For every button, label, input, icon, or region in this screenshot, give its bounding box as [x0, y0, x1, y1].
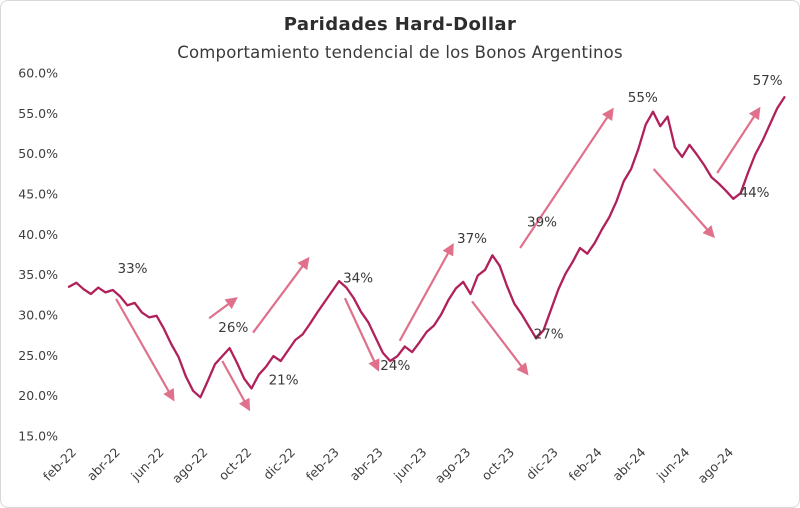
x-tick-label: dic-22	[260, 445, 298, 483]
annotation-label: 33%	[117, 261, 147, 277]
annotation-label: 26%	[218, 320, 248, 336]
trend-arrow-down	[115, 298, 175, 402]
x-tick-label: abr-24	[609, 444, 648, 483]
annotation-label: 44%	[739, 185, 769, 201]
x-tick-label: ago-24	[694, 444, 736, 486]
y-tick-label: 15.0%	[18, 429, 58, 444]
y-tick-label: 45.0%	[18, 187, 58, 202]
trend-arrow-up	[716, 106, 761, 174]
y-tick-label: 40.0%	[18, 227, 58, 242]
x-tick-label: abr-23	[347, 445, 386, 484]
annotation-label: 21%	[269, 372, 299, 388]
trend-arrow-up	[208, 297, 238, 320]
x-tick-label: feb-23	[303, 445, 342, 484]
annotation-label: 24%	[380, 358, 410, 374]
trend-arrows	[115, 106, 761, 412]
trend-arrow-up	[398, 242, 454, 342]
x-tick-label: oct-22	[216, 445, 255, 484]
annotation-label: 34%	[343, 271, 373, 287]
y-tick-label: 50.0%	[18, 146, 58, 161]
y-tick-label: 35.0%	[18, 267, 58, 282]
price-line	[67, 96, 786, 399]
annotation-label: 57%	[753, 73, 783, 89]
trend-arrow-down	[343, 297, 380, 372]
x-tick-label: ago-23	[432, 445, 474, 487]
y-tick-label: 60.0%	[18, 66, 58, 81]
trend-arrow-down	[471, 300, 529, 376]
trend-arrow-down	[221, 360, 251, 412]
x-tick-label: jun-23	[390, 445, 429, 484]
annotation-label: 27%	[534, 326, 564, 342]
trend-arrow-down	[652, 168, 715, 239]
x-tick-label: feb-22	[40, 445, 79, 484]
chart-subtitle: Comportamiento tendencial de los Bonos A…	[177, 43, 623, 62]
y-tick-label: 55.0%	[18, 106, 58, 121]
y-tick-label: 25.0%	[18, 348, 58, 363]
x-axis-labels: feb-22 abr-22 jun-22 ago-22 oct-22 dic-22 feb-…	[40, 444, 736, 486]
value-annotations: 33% 26% 21% 34% 24% 37% 27% 39% 55% 44% 57%	[117, 73, 782, 388]
x-tick-label: jun-22	[127, 445, 166, 484]
annotation-label: 39%	[527, 214, 557, 230]
chart-title: Paridades Hard-Dollar	[283, 14, 517, 35]
trend-arrow-up	[252, 256, 310, 334]
x-tick-label: abr-22	[84, 445, 123, 484]
x-tick-label: ago-22	[169, 445, 211, 487]
trend-arrow-up	[519, 107, 614, 249]
x-tick-label: jun-24	[653, 444, 692, 483]
x-tick-label: oct-23	[478, 445, 517, 484]
y-axis-labels: 15.0% 20.0% 25.0% 30.0% 35.0% 40.0% 45.0% 50.0%…	[18, 66, 58, 444]
y-tick-label: 30.0%	[18, 308, 58, 323]
annotation-label: 37%	[457, 231, 487, 247]
x-tick-label: dic-23	[523, 445, 561, 483]
annotation-label: 55%	[628, 90, 658, 106]
x-tick-label: feb-24	[566, 444, 605, 483]
y-tick-label: 20.0%	[18, 388, 58, 403]
